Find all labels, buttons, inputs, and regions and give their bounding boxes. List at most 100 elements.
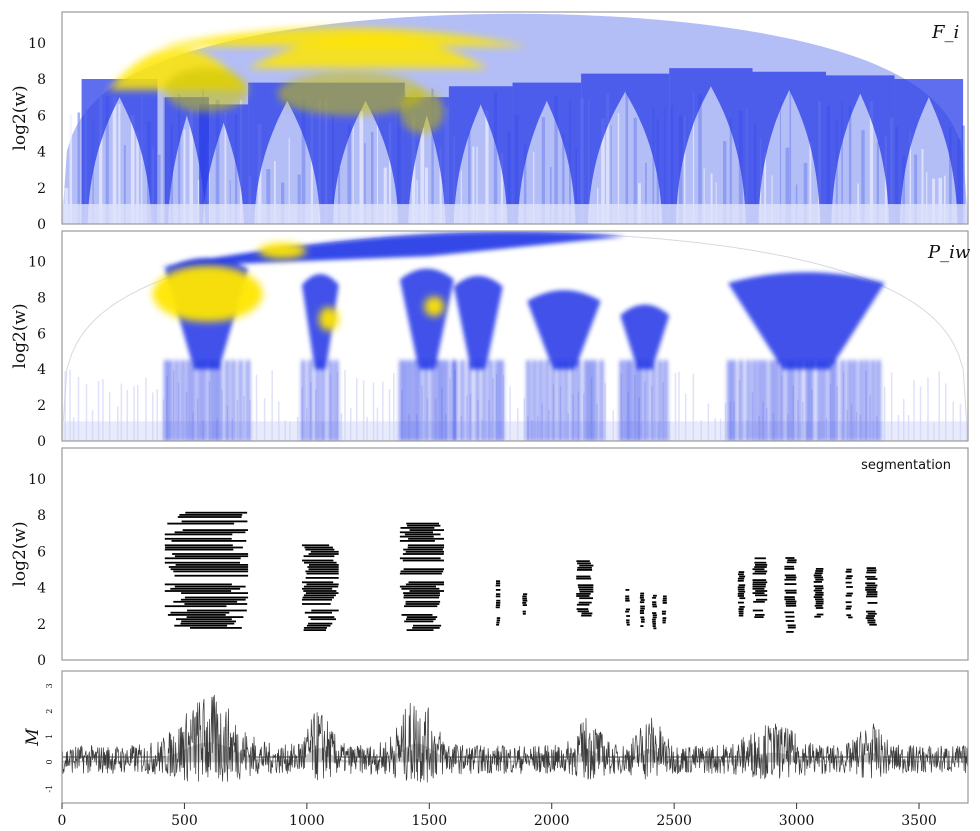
p-region-column (639, 360, 642, 441)
p-region-column (431, 360, 434, 441)
f-column (601, 118, 605, 224)
segment-bar (640, 592, 645, 595)
p-low-column (408, 414, 410, 441)
segment-bar (652, 618, 656, 621)
segment-bar (752, 609, 764, 612)
p-region-column (232, 360, 235, 441)
p-low-column (583, 393, 585, 441)
p-region-column (841, 360, 845, 441)
segment-bar (310, 550, 339, 553)
segment-bar (496, 621, 500, 624)
p-low-column (306, 408, 308, 441)
p-region-column (823, 360, 826, 441)
segment-bar (406, 618, 436, 621)
segment-bar (164, 583, 232, 586)
f-column (485, 110, 489, 224)
segment-bar (399, 531, 433, 534)
f-column (789, 88, 792, 224)
segment-bar (784, 598, 796, 601)
f-column (364, 143, 366, 224)
segment-bar (184, 596, 249, 599)
p-region-column (829, 360, 833, 441)
p-region-column (476, 360, 479, 441)
segment-bar (302, 544, 330, 547)
segment-bar (399, 585, 436, 588)
segmentation-y-axis-label: log2(w) (10, 521, 30, 586)
f-column (234, 113, 238, 224)
segment-bar (845, 570, 852, 573)
segment-bar (639, 601, 645, 604)
segment-bar (737, 595, 744, 597)
p-high-spot (424, 296, 445, 317)
p-low-column (729, 402, 732, 441)
p-region-column (798, 360, 801, 441)
segment-bar (738, 612, 744, 615)
f-column (764, 152, 767, 224)
segment-bar (865, 575, 876, 578)
p-low-column (509, 386, 511, 441)
segment-bar (653, 627, 657, 630)
segment-bar (752, 592, 765, 594)
p-low-column (388, 389, 391, 441)
segment-bar (752, 587, 765, 590)
segment-bar (302, 587, 333, 590)
segmentation-y-ticks: 0 2 4 6 8 10 (28, 472, 46, 669)
segment-bar (405, 600, 441, 603)
f-column (266, 169, 271, 224)
y-tick-label: 6 (37, 544, 46, 560)
segment-bar (652, 603, 657, 606)
p-low-column (421, 385, 423, 441)
f-column (158, 154, 161, 224)
p-low-column (488, 399, 490, 441)
x-tick-label: 3500 (901, 813, 937, 829)
p-region-column (629, 360, 633, 441)
segment-bar (813, 585, 824, 588)
segment-bar (496, 593, 501, 596)
p-region-column (436, 360, 440, 441)
segment-bar (181, 620, 236, 623)
p-low-column (766, 408, 768, 441)
segment-bar (522, 610, 526, 613)
p-low-column (913, 380, 915, 441)
segment-bar (813, 581, 822, 583)
segment-bar (814, 604, 823, 607)
p-region-column (187, 360, 190, 441)
p-low-column (919, 386, 922, 441)
segment-bar (495, 604, 501, 606)
p-region-cap (453, 275, 503, 370)
y-tick-label: 10 (28, 36, 46, 52)
p-low-column (492, 378, 494, 441)
segment-bar (182, 529, 248, 531)
y-tick-label: 2 (37, 181, 46, 197)
p-region-column (192, 360, 195, 441)
f-column (914, 154, 918, 224)
segment-bar (663, 595, 667, 598)
segment-bar (306, 572, 339, 575)
segment-bar (523, 593, 528, 596)
segment-bar (755, 590, 768, 592)
f-column (476, 146, 478, 224)
p-region-column (452, 360, 455, 441)
segment-bar (652, 620, 656, 623)
f-column (123, 145, 126, 224)
f-column (141, 97, 143, 224)
f-column (861, 130, 865, 224)
segment-bar (652, 625, 656, 627)
f-arch (448, 86, 513, 224)
y-tick-label: 10 (28, 255, 46, 271)
y-tick-label: 8 (37, 72, 46, 88)
p-low-column (102, 379, 104, 441)
segment-bar (577, 584, 594, 587)
segment-bar (738, 614, 744, 617)
f-high-core (399, 89, 444, 134)
p-low-column (315, 389, 317, 441)
segment-bar (164, 548, 234, 551)
f-column (848, 106, 852, 224)
segment-bar (754, 561, 767, 564)
f-arch (581, 73, 670, 224)
segment-bar (496, 602, 501, 604)
p-low-column (668, 421, 671, 441)
f-column (703, 168, 705, 224)
segment-bar (171, 540, 247, 542)
